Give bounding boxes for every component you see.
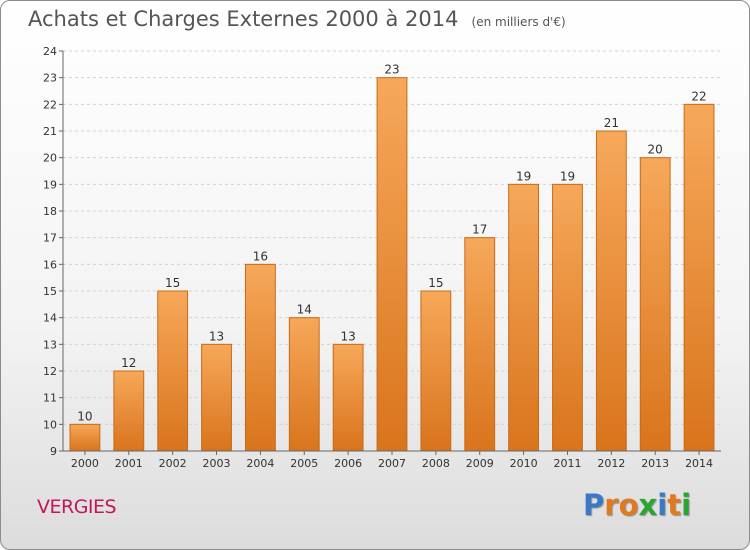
- proxiti-logo[interactable]: Proxiti: [583, 488, 691, 522]
- bar-2006: [332, 343, 364, 452]
- y-tick-label: 13: [43, 338, 57, 351]
- y-tick-label: 17: [43, 232, 57, 245]
- y-tick-label: 11: [43, 392, 57, 405]
- y-tick-label: 12: [43, 365, 57, 378]
- bar-2002: [157, 290, 189, 452]
- bar-value-label: 17: [472, 223, 487, 237]
- logo-letter: r: [604, 488, 619, 522]
- bar-value-label: 15: [428, 276, 443, 290]
- bars: [69, 77, 715, 452]
- logo-letter: t: [667, 488, 682, 522]
- bar-value-label: 20: [648, 143, 663, 157]
- x-tick-label: 2012: [597, 457, 625, 470]
- y-tick-label: 21: [43, 125, 57, 138]
- x-tick-label: 2005: [290, 457, 318, 470]
- x-tick-label: 2006: [334, 457, 362, 470]
- x-tick-label: 2001: [115, 457, 143, 470]
- bar-2005: [288, 317, 320, 452]
- bar-2013: [639, 157, 671, 452]
- x-tick-label: 2003: [203, 457, 231, 470]
- chart-title: Achats et Charges Externes 2000 à 2014: [28, 7, 459, 31]
- logo-letter: x: [638, 488, 658, 522]
- bar-value-label: 19: [516, 169, 531, 183]
- y-tick-label: 24: [43, 45, 57, 58]
- x-tick-label: 2007: [378, 457, 406, 470]
- x-tick-label: 2002: [159, 457, 187, 470]
- y-tick-label: 18: [43, 205, 57, 218]
- bar-2004: [244, 263, 276, 452]
- x-tick-label: 2014: [685, 457, 713, 470]
- bar-2011: [552, 183, 583, 452]
- bar-2007: [376, 77, 408, 452]
- x-tick-label: 2004: [246, 457, 274, 470]
- chart-subtitle: (en milliers d'€): [471, 15, 566, 29]
- y-tick-label: 10: [43, 418, 57, 431]
- x-tick-label: 2011: [553, 457, 581, 470]
- title-row: Achats et Charges Externes 2000 à 2014 (…: [28, 7, 566, 31]
- bar-value-label: 21: [604, 116, 619, 130]
- bar-2014: [683, 103, 715, 452]
- bar-2010: [508, 183, 540, 452]
- x-tick-label: 2000: [71, 457, 99, 470]
- x-tick-label: 2008: [422, 457, 450, 470]
- y-tick-label: 16: [43, 258, 57, 271]
- bar-value-label: 12: [121, 356, 136, 370]
- y-tick-label: 19: [43, 178, 57, 191]
- y-tick-label: 20: [43, 152, 57, 165]
- logo-letter: i: [657, 488, 668, 522]
- bar-value-label: 23: [384, 63, 399, 77]
- y-tick-label: 14: [43, 312, 57, 325]
- y-tick-label: 9: [50, 445, 57, 458]
- y-tick-label: 23: [43, 72, 57, 85]
- y-tick-label: 15: [43, 285, 57, 298]
- bar-value-label: 14: [297, 303, 312, 317]
- bar-value-label: 15: [165, 276, 180, 290]
- x-tick-label: 2013: [641, 457, 669, 470]
- y-tick-label: 22: [43, 98, 57, 111]
- x-tick-label: 2009: [466, 457, 494, 470]
- bar-2001: [113, 370, 145, 452]
- commune-name: VERGIES: [37, 496, 117, 518]
- bar-value-label: 10: [77, 409, 92, 423]
- bar-value-label: 13: [340, 329, 355, 343]
- bar-value-label: 16: [253, 249, 268, 263]
- bar-2003: [201, 343, 232, 452]
- bar-value-label: 22: [691, 89, 706, 103]
- logo-letter: P: [583, 488, 605, 522]
- bar-2008: [420, 290, 452, 452]
- bar-value-label: 19: [560, 169, 575, 183]
- logo-letter: i: [681, 488, 692, 522]
- bar-2009: [464, 237, 496, 452]
- axes: [59, 50, 721, 455]
- bar-2000: [69, 423, 101, 452]
- labels: 9 10 11 12 13 14 15 16 17 18 19 20 21 22 23 24 10 2000 12 2…: [43, 45, 713, 470]
- logo-letter: o: [618, 488, 639, 522]
- bar-2012: [595, 130, 627, 452]
- x-tick-label: 2010: [510, 457, 538, 470]
- bar-value-label: 13: [209, 329, 224, 343]
